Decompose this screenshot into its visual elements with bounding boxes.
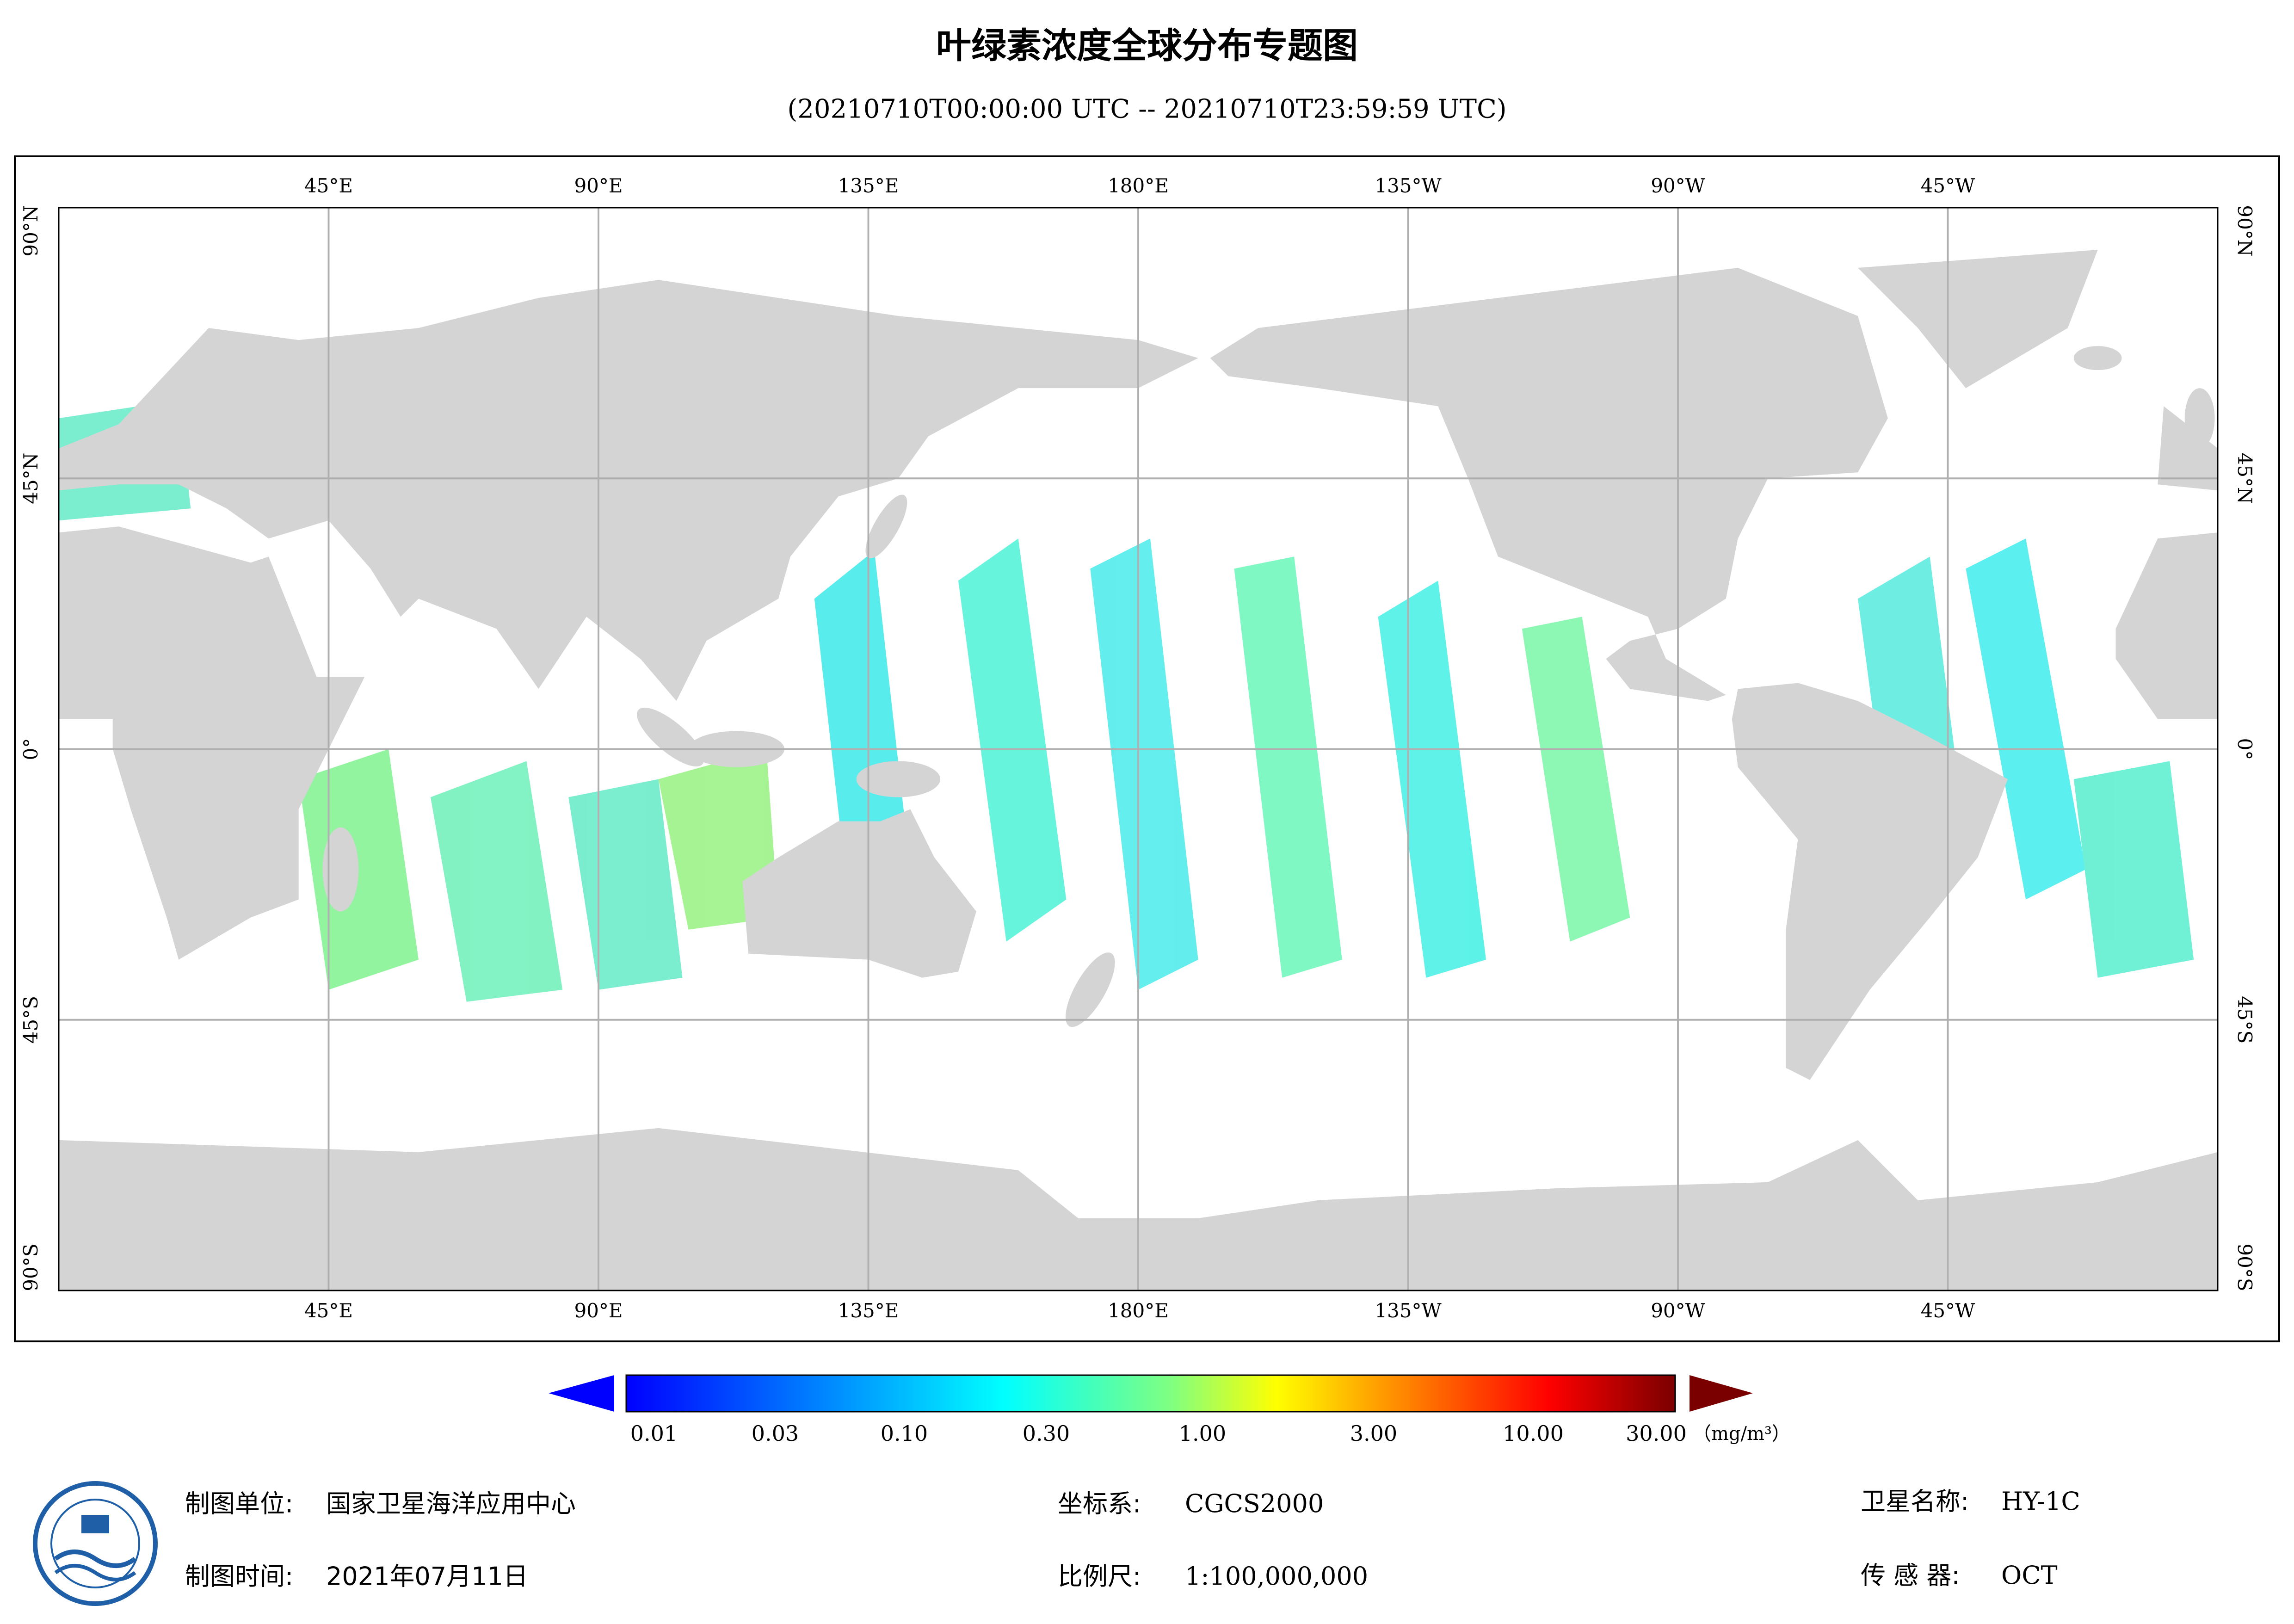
lon-label: 135°E — [838, 1299, 899, 1322]
footer-value: 2021年07月11日 — [326, 1562, 528, 1591]
lon-label: 90°E — [574, 1299, 623, 1322]
footer-value: 1:100,000,000 — [1185, 1562, 1368, 1591]
logo — [33, 1481, 158, 1606]
colorbar — [625, 1374, 1676, 1413]
colorbar-label: 10.00 — [1503, 1421, 1564, 1446]
footer-label: 传 感 器: — [1861, 1561, 1960, 1590]
lon-label: 90°W — [1651, 174, 1705, 197]
footer-value: HY-1C — [2001, 1487, 2080, 1516]
footer-value: CGCS2000 — [1185, 1489, 1324, 1518]
lon-label: 180°E — [1108, 174, 1169, 197]
lon-label: 45°E — [304, 174, 353, 197]
footer: 制图单位: 国家卫星海洋应用中心 制图时间: 2021年07月11日 坐标系: … — [185, 1487, 2080, 1591]
colorbar-label: 0.03 — [752, 1421, 799, 1446]
footer-label: 制图单位: — [185, 1489, 293, 1519]
colorbar-high-arrow — [1690, 1375, 1753, 1412]
lon-label: 135°E — [838, 174, 899, 197]
lat-label: 45°N — [19, 453, 42, 504]
lat-label: 90°S — [19, 1243, 42, 1291]
colorbar-label: 0.30 — [1023, 1421, 1070, 1446]
lon-label: 90°W — [1651, 1299, 1705, 1322]
lat-label: 90°S — [2233, 1243, 2256, 1291]
colorbar-labels: 0.01 0.03 0.10 0.30 1.00 3.00 10.00 30.00 — [630, 1421, 1687, 1446]
footer-label: 比例尺: — [1058, 1562, 1141, 1591]
colorbar-label: 0.01 — [630, 1421, 678, 1446]
lon-label: 90°E — [574, 174, 623, 197]
lon-label: 45°W — [1921, 174, 1975, 197]
lat-label: 90°N — [2233, 205, 2256, 256]
footer-value: OCT — [2001, 1561, 2058, 1590]
footer-label: 坐标系: — [1058, 1489, 1141, 1519]
colorbar-label: 3.00 — [1350, 1421, 1397, 1446]
title: 叶绿素浓度全球分布专题图 — [936, 25, 1358, 66]
lon-label: 180°E — [1108, 1299, 1169, 1322]
lat-label: 0° — [2233, 738, 2256, 760]
footer-value: 国家卫星海洋应用中心 — [326, 1489, 576, 1519]
footer-label: 制图时间: — [185, 1562, 293, 1591]
colorbar-label: 0.10 — [881, 1421, 928, 1446]
lat-label: 45°S — [2233, 996, 2256, 1044]
lon-label: 135°W — [1375, 174, 1442, 197]
colorbar-unit: （mg/m³） — [1693, 1423, 1790, 1445]
map-border — [58, 207, 2219, 1291]
colorbar-label: 30.00 — [1626, 1421, 1687, 1446]
lon-label: 45°W — [1921, 1299, 1975, 1322]
graticule-labels: 45°E 45°E 90°E 90°E 135°E 135°E 180°E 180°E 135°… — [19, 174, 2256, 1322]
footer-label: 卫星名称: — [1861, 1487, 1969, 1516]
lat-label: 45°N — [2233, 453, 2256, 504]
lon-label: 135°W — [1375, 1299, 1442, 1322]
colorbar-label: 1.00 — [1179, 1421, 1226, 1446]
colorbar-low-arrow — [549, 1375, 614, 1412]
map — [59, 208, 2218, 1291]
graticule — [59, 208, 2218, 1291]
lat-label: 0° — [19, 738, 42, 760]
subtitle: (20210710T00:00:00 UTC -- 20210710T23:59… — [787, 94, 1506, 124]
lat-label: 90°N — [19, 205, 42, 256]
lat-label: 45°S — [19, 996, 42, 1044]
land — [59, 250, 2218, 1291]
map-frame — [14, 155, 2280, 1342]
lon-label: 45°E — [304, 1299, 353, 1322]
